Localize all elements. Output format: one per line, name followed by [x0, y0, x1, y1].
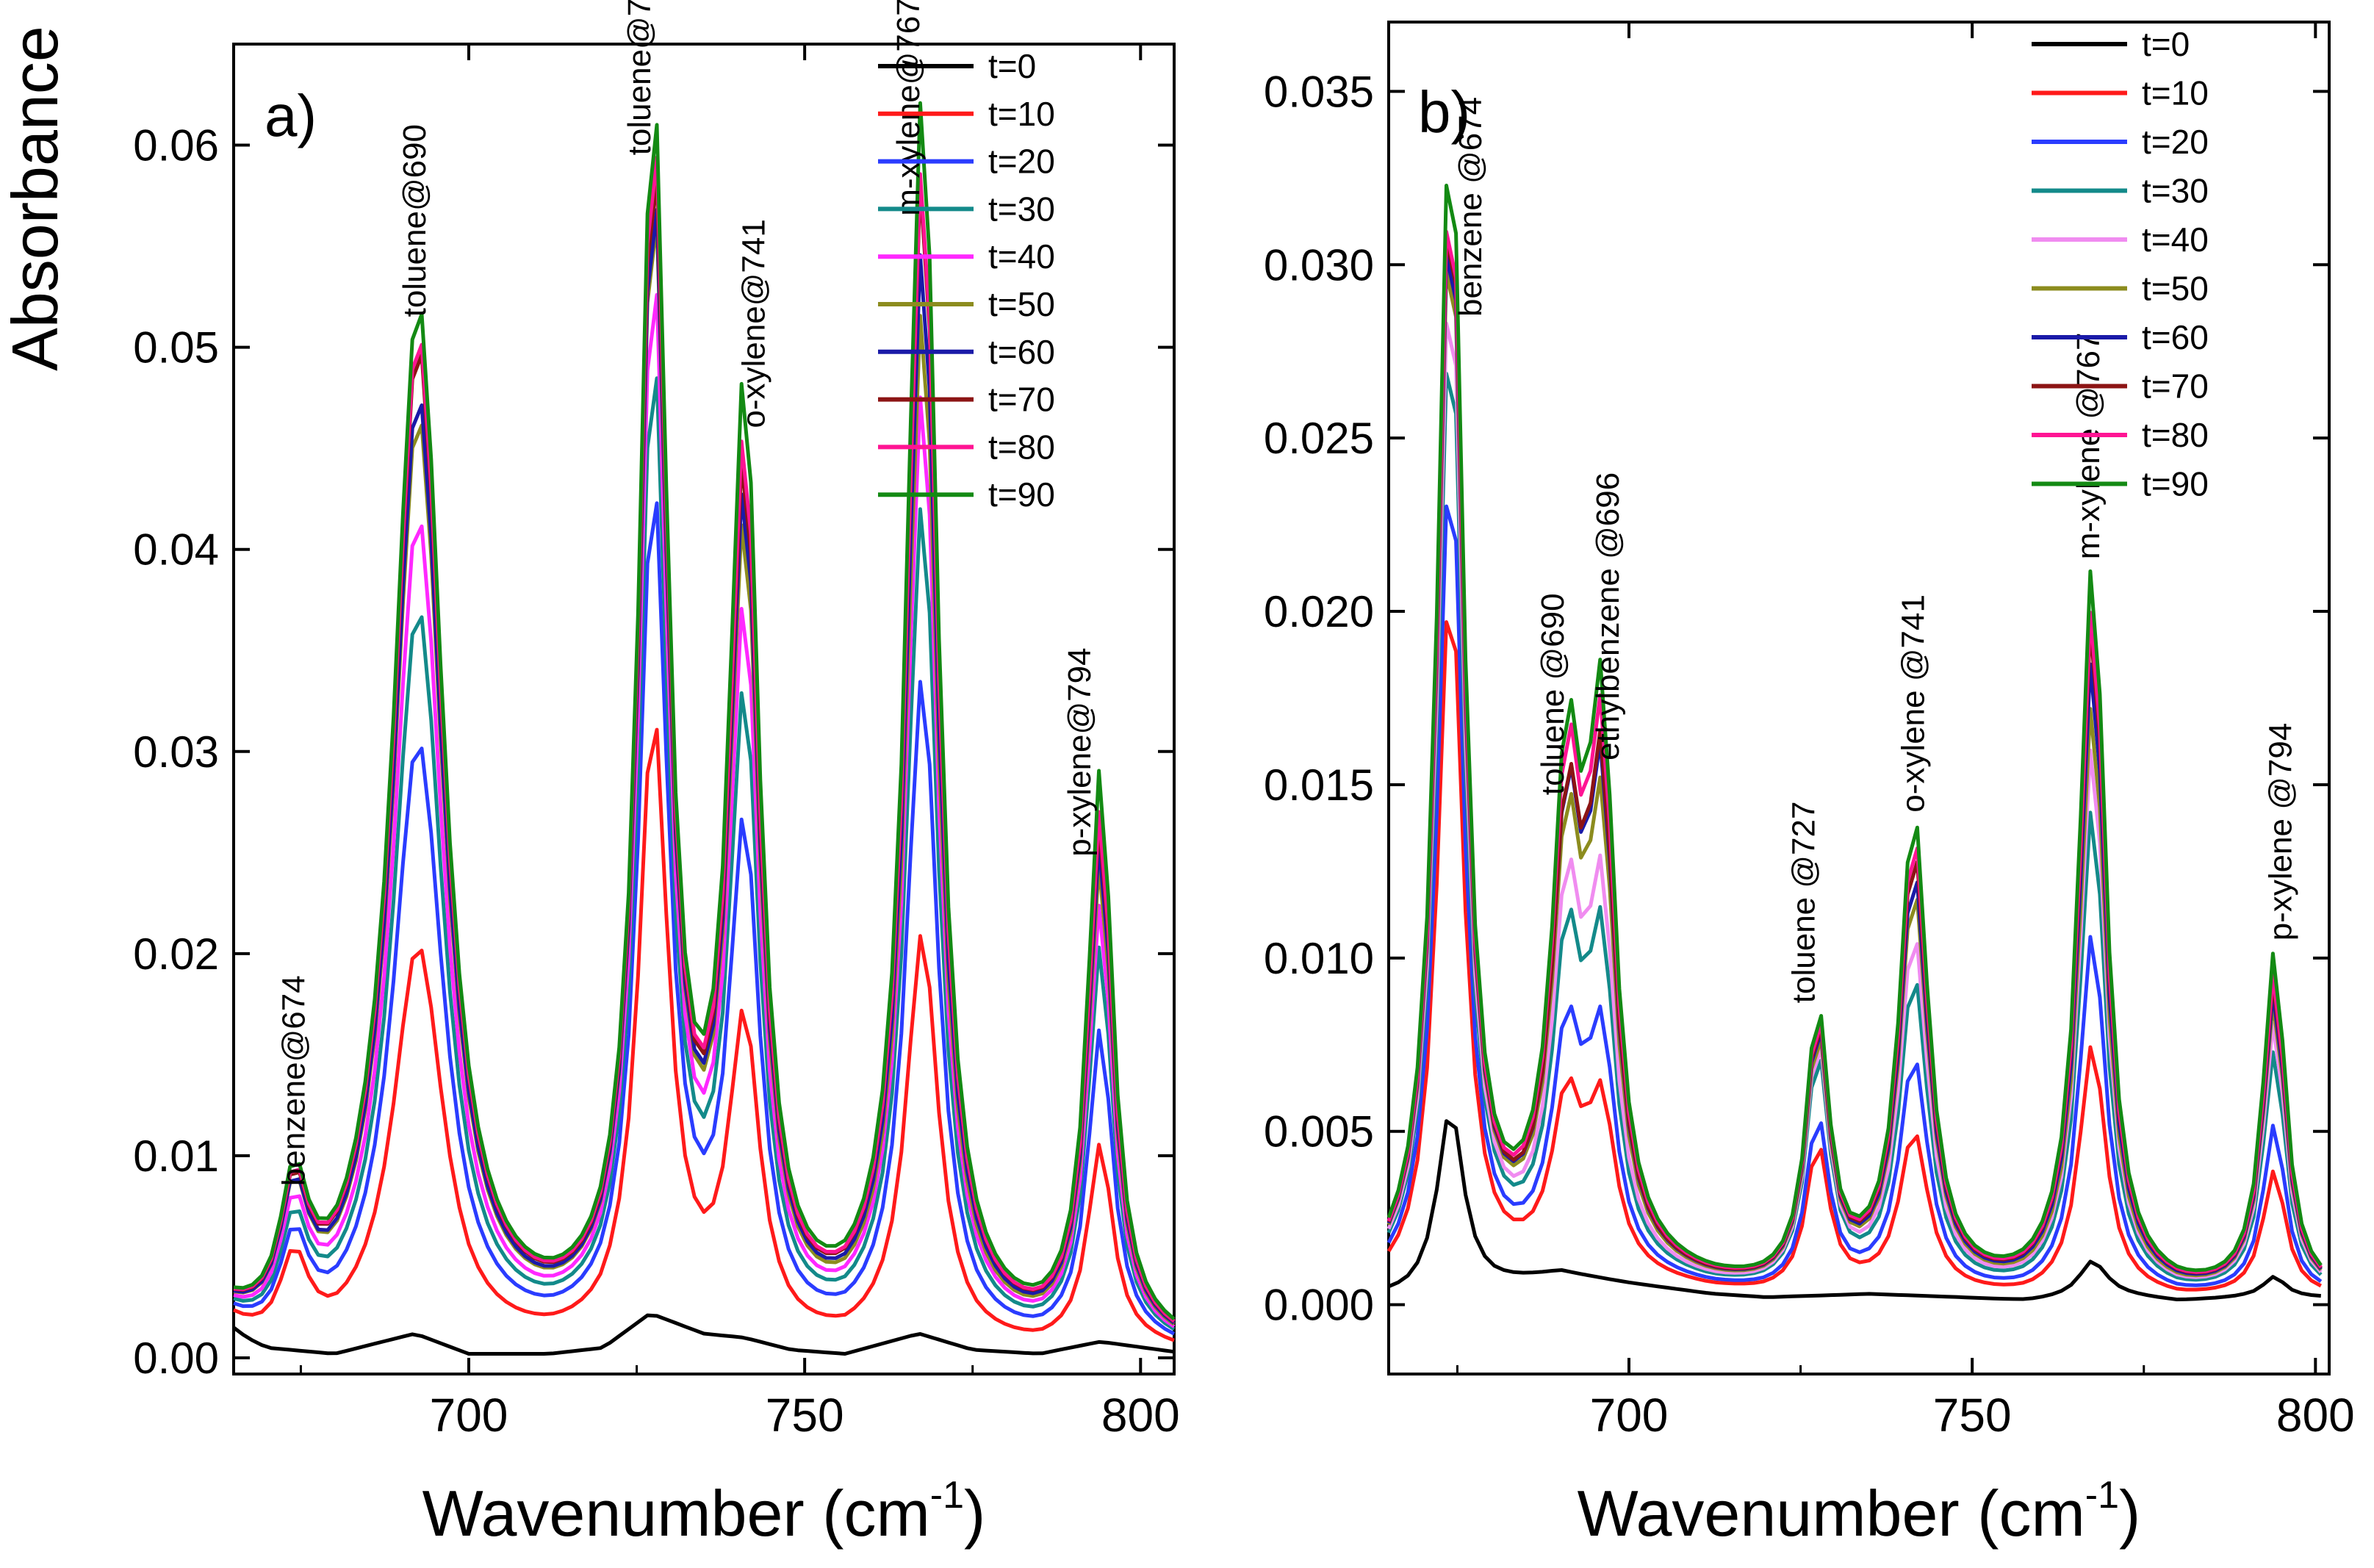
- y-tick-label: 0.015: [1264, 760, 1374, 810]
- x-tick-label: 800: [2276, 1389, 2355, 1442]
- series-line-t=20: [1386, 504, 2323, 1287]
- panel-label-a: a): [265, 83, 317, 148]
- panel-b: 700 750 800 0.000 0.005 0.010 0.015 0.020 0.025 0…: [1264, 21, 2355, 1442]
- peak-annotation: benzene @674: [1453, 97, 1489, 317]
- legend-label: t=50: [988, 285, 1055, 323]
- legend-label: t=90: [988, 475, 1055, 514]
- legend-label: t=30: [2142, 172, 2209, 210]
- peak-annotation: m-xylene@767: [891, 0, 927, 216]
- series-line-t=90: [233, 101, 1176, 1321]
- peak-annotation: toluene@727: [622, 0, 658, 155]
- series-line-t=30: [233, 376, 1176, 1331]
- legend-label: t=90: [2142, 465, 2209, 503]
- peak-annotation: m-xylene @767: [2071, 333, 2107, 560]
- series-line-t=40: [1386, 321, 2323, 1279]
- legend-label: t=60: [2142, 318, 2209, 356]
- y-tick-label: 0.005: [1264, 1107, 1374, 1157]
- y-tick-label: 0.04: [133, 525, 219, 575]
- series-line-t=90: [1386, 184, 2323, 1273]
- series-line-t=60: [233, 207, 1176, 1325]
- peak-annotation: p-xylene@794: [1062, 647, 1098, 856]
- legend-label: t=0: [988, 47, 1036, 85]
- y-tick-label: 0.035: [1264, 67, 1374, 116]
- x-tick-label: 800: [1101, 1389, 1180, 1442]
- y-tick-label: 0.010: [1264, 934, 1374, 983]
- panel-label-b: b): [1418, 79, 1470, 145]
- legend-label: t=70: [988, 381, 1055, 419]
- peak-annotation: p-xylene @794: [2263, 723, 2299, 941]
- peak-annotation: o-xylene@741: [736, 219, 772, 428]
- peak-annotation: o-xylene @741: [1896, 594, 1932, 813]
- legend-label: t=50: [2142, 270, 2209, 308]
- series-line-t=10: [233, 727, 1175, 1342]
- y-tick-label: 0.00: [133, 1334, 219, 1383]
- legend-label: t=10: [988, 95, 1055, 133]
- legend-label: t=80: [988, 428, 1055, 466]
- legend-label: t=70: [2142, 367, 2209, 406]
- legend-label: t=0: [2142, 25, 2190, 63]
- y-tick-label: 0.06: [133, 121, 219, 170]
- plot-frame-a: [232, 43, 1176, 1375]
- peak-annotation: toluene @727: [1785, 802, 1821, 1004]
- plot-frame-b: [1387, 21, 2331, 1375]
- x-tick-label: 750: [1933, 1389, 2012, 1442]
- x-tick-label: 750: [766, 1389, 844, 1442]
- x-tick-label: 700: [430, 1389, 508, 1442]
- y-tick-label: 0.01: [133, 1132, 219, 1181]
- series-line-t=20: [233, 501, 1176, 1336]
- peak-annotation: benzene@674: [276, 975, 312, 1186]
- peak-annotation: toluene@690: [397, 124, 433, 317]
- x-axis-label-b: Wavenumber (cm-1): [1578, 1474, 2141, 1550]
- y-tick-label: 0.05: [133, 323, 219, 373]
- legend-label: t=20: [988, 143, 1055, 181]
- y-tick-label: 0.03: [133, 727, 219, 777]
- x-tick-label: 700: [1590, 1389, 1669, 1442]
- series-line-t=0: [232, 1313, 1175, 1356]
- series-line-t=30: [1386, 372, 2323, 1282]
- legend-b: t=0 t=10 t=20 t=30 t=40 t=50 t=60 t=70 t=80 t=90: [2032, 25, 2209, 503]
- series-line-t=10: [1386, 620, 2323, 1292]
- legend-label: t=10: [2142, 74, 2209, 112]
- legend-label: t=30: [988, 190, 1055, 228]
- y-tick-label: 0.02: [133, 929, 219, 979]
- peak-annotation: toluene @690: [1535, 593, 1571, 795]
- series-line-t=40: [233, 292, 1176, 1328]
- legend-label: t=20: [2142, 123, 2209, 161]
- y-tick-label: 0.030: [1264, 240, 1374, 289]
- y-axis-label: Absorbance: [0, 26, 71, 371]
- x-axis-label-a: Wavenumber (cm-1): [422, 1474, 986, 1550]
- y-tick-label: 0.020: [1264, 587, 1374, 636]
- legend-label: t=60: [988, 333, 1055, 371]
- legend-label: t=80: [2142, 416, 2209, 454]
- panel-a: 700 750 800 0.00 0.01 0.02 0.03 0.04 0.05 0.06 be…: [133, 0, 1179, 1442]
- peak-annotation: ethylbenzene @696: [1590, 472, 1626, 760]
- legend-label: t=40: [988, 237, 1055, 276]
- legend-a: t=0 t=10 t=20 t=30 t=40 t=50 t=60 t=70 t=80 t=90: [878, 47, 1055, 514]
- y-tick-label: 0.025: [1264, 414, 1374, 463]
- y-tick-label: 0.000: [1264, 1281, 1374, 1330]
- series-line-t=0: [1388, 1119, 2322, 1301]
- legend-label: t=40: [2142, 220, 2209, 259]
